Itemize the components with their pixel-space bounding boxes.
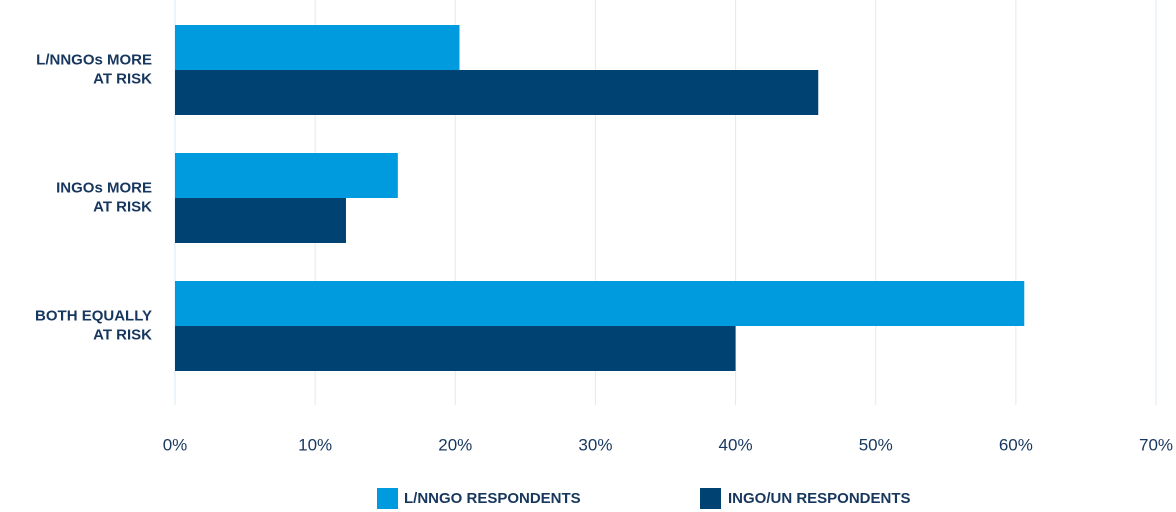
legend: L/NNGO RESPONDENTS INGO/UN RESPONDENTS bbox=[377, 488, 911, 509]
legend-label: INGO/UN RESPONDENTS bbox=[728, 490, 911, 507]
legend-label: L/NNGO RESPONDENTS bbox=[404, 490, 581, 507]
bar bbox=[175, 326, 736, 371]
category-labels: L/NNGOs MORE AT RISK INGOs MORE AT RISK BOTH… bbox=[35, 51, 152, 343]
x-tick-label: 50% bbox=[859, 435, 893, 454]
x-tick-label: 20% bbox=[438, 435, 472, 454]
category-label: L/NNGOs MORE AT RISK bbox=[36, 51, 152, 87]
category-label: INGOs MORE AT RISK bbox=[56, 179, 152, 215]
x-tick-label: 70% bbox=[1139, 435, 1173, 454]
x-tick-label: 30% bbox=[578, 435, 612, 454]
legend-swatch bbox=[377, 488, 398, 509]
bars bbox=[175, 25, 1025, 371]
bar bbox=[175, 153, 398, 198]
x-tick-label: 60% bbox=[999, 435, 1033, 454]
bar bbox=[175, 25, 460, 70]
x-tick-label: 40% bbox=[719, 435, 753, 454]
category-label: BOTH EQUALLY AT RISK bbox=[35, 307, 152, 343]
x-tick-label: 0% bbox=[163, 435, 188, 454]
bar bbox=[175, 198, 346, 243]
bar bbox=[175, 281, 1025, 326]
x-tick-label: 10% bbox=[298, 435, 332, 454]
bar bbox=[175, 70, 819, 115]
legend-swatch bbox=[700, 488, 721, 509]
x-axis-ticks: 0% 10% 20% 30% 40% 50% 60% 70% bbox=[163, 435, 1173, 454]
